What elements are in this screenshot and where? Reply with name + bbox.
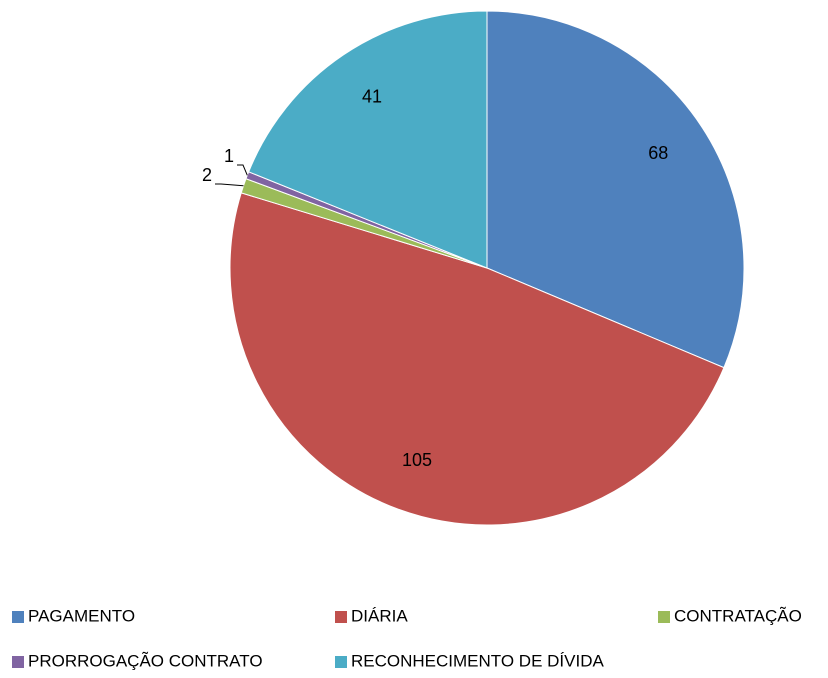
- legend-swatch: [658, 611, 670, 623]
- legend-swatch: [12, 656, 24, 668]
- data-label: 105: [402, 450, 432, 470]
- legend-swatch: [335, 611, 347, 623]
- data-label: 1: [224, 146, 234, 166]
- legend-label: RECONHECIMENTO DE DÍVIDA: [351, 651, 604, 670]
- legend-label: PAGAMENTO: [28, 606, 135, 625]
- pie-slice: [486, 10, 745, 369]
- legend-swatch: [12, 611, 24, 623]
- legend-label: DIÁRIA: [351, 606, 408, 625]
- leader-line: [215, 183, 244, 187]
- data-label: 2: [202, 165, 212, 185]
- legend-label: CONTRATAÇÃO: [674, 606, 802, 625]
- legend-swatch: [335, 656, 347, 668]
- pie-slice: [248, 10, 488, 269]
- leader-line: [237, 164, 248, 176]
- legend-label: PRORROGAÇÃO CONTRATO: [28, 651, 263, 670]
- data-label: 68: [648, 143, 668, 163]
- data-label: 41: [362, 86, 382, 106]
- pie-slice: [229, 192, 725, 526]
